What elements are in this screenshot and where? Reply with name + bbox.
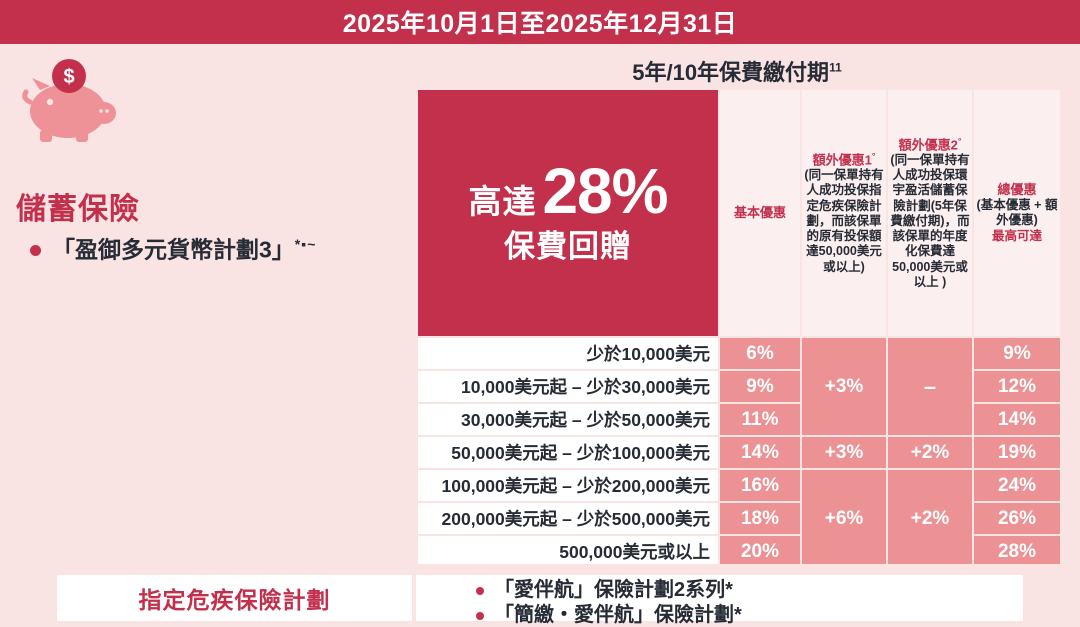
table-header-row: 高達 28% 保費回贈 基本優惠 額外優惠1° (同一保單持有人成功投保指定危疾… bbox=[418, 90, 1060, 336]
header-extra-discount-1-detail: (同一保單持有人成功投保指定危疾保險計劃，而該保單的原有投保額達50,000美元… bbox=[804, 168, 884, 274]
cell-extra-discount-1-group-1: +3% bbox=[802, 338, 886, 435]
header-total-discount-detail: (基本優惠 + 額外優惠) bbox=[976, 198, 1058, 228]
cell-total-discount: 19% bbox=[974, 437, 1060, 468]
cell-extra-discount-2-group-3: +2% bbox=[888, 470, 972, 567]
row-label: 10,000美元起 – 少於30,000美元 bbox=[418, 371, 718, 402]
cell-total-discount: 12% bbox=[974, 371, 1060, 402]
table-row: 10,000美元起 – 少於30,000美元 9% 12% bbox=[418, 371, 1060, 402]
promo-period-text: 2025年10月1日至2025年12月31日 bbox=[342, 10, 738, 38]
designated-plan-label: 指定危疾保險計劃 bbox=[138, 587, 331, 613]
row-label: 200,000美元起 – 少於500,000美元 bbox=[418, 503, 718, 534]
table-row: 少於10,000美元 6% +3% – 9% bbox=[418, 338, 1060, 435]
bullet-dot-icon bbox=[476, 587, 484, 595]
header-extra-discount-2: 額外優惠2° (同一保單持有人成功投保環宇盈活儲蓄保險計劃(5年保費繳付期)，而… bbox=[888, 90, 972, 336]
list-item-label: 「愛伴航」保險計劃2系列* bbox=[494, 579, 733, 601]
header-extra-1-sup: ° bbox=[871, 151, 876, 162]
cell-basic-discount: 20% bbox=[720, 536, 800, 567]
header-total-discount-max: 最高可達 bbox=[991, 228, 1042, 243]
product-name-wrap: 「盈御多元貨幣計劃3」*▪~ bbox=[52, 236, 316, 264]
header-extra-discount-2-detail: (同一保單持有人成功投保環宇盈活儲蓄保險計劃(5年保費繳付期)，而該保單的年度化… bbox=[890, 152, 970, 289]
row-label: 500,000美元或以上 bbox=[418, 536, 718, 567]
list-item: 「簡繳・愛伴航」保險計劃* bbox=[476, 604, 1023, 627]
cell-total-discount: 14% bbox=[974, 404, 1060, 435]
row-label: 少於10,000美元 bbox=[418, 338, 718, 369]
row-label: 50,000美元起 – 少於100,000美元 bbox=[418, 437, 718, 468]
list-item-label: 「簡繳・愛伴航」保險計劃* bbox=[494, 604, 742, 626]
cell-extra-discount-2-group-2: +2% bbox=[888, 437, 972, 468]
designated-plan-section: 指定危疾保險計劃 「愛伴航」保險計劃2系列* 「簡繳・愛伴航」保險計劃* bbox=[0, 564, 1080, 626]
product-bullet-item: 「盈御多元貨幣計劃3」*▪~ bbox=[30, 236, 410, 264]
promo-amount: 28% bbox=[542, 154, 668, 227]
list-item: 「愛伴航」保險計劃2系列* bbox=[476, 579, 1023, 602]
header-total-discount: 總優惠 (基本優惠 + 額外優惠) 最高可達 bbox=[974, 90, 1060, 336]
header-extra-2-name: 額外優惠2 bbox=[898, 137, 958, 153]
header-extra-discount-2-label: 額外優惠2° bbox=[890, 136, 970, 153]
bullet-dot-icon bbox=[476, 612, 484, 620]
cell-basic-discount: 9% bbox=[720, 371, 800, 402]
category-title: 儲蓄保險 bbox=[16, 193, 140, 226]
product-name: 「盈御多元貨幣計劃3」 bbox=[52, 236, 295, 263]
category-panel: $ 儲蓄保險 「盈御多元貨幣計劃3」*▪~ bbox=[0, 44, 416, 564]
cell-total-discount: 28% bbox=[974, 536, 1060, 567]
header-basic-discount: 基本優惠 bbox=[720, 90, 800, 336]
table-row: 30,000美元起 – 少於50,000美元 11% 14% bbox=[418, 404, 1060, 435]
rate-table-wrapper: 高達 28% 保費回贈 基本優惠 額外優惠1° (同一保單持有人成功投保指定危疾… bbox=[416, 88, 1060, 569]
designated-plan-label-box: 指定危疾保險計劃 bbox=[57, 575, 412, 621]
promo-suffix: 保費回贈 bbox=[504, 228, 632, 264]
row-label: 30,000美元起 – 少於50,000美元 bbox=[418, 404, 718, 435]
payment-term-label: 5年/10年保費繳付期 bbox=[632, 60, 830, 85]
cell-total-discount: 24% bbox=[974, 470, 1060, 501]
cell-total-discount: 9% bbox=[974, 338, 1060, 369]
header-basic-discount-label: 基本優惠 bbox=[733, 205, 786, 221]
cell-extra-discount-1-group-3: +6% bbox=[802, 470, 886, 567]
header-extra-discount-1: 額外優惠1° (同一保單持有人成功投保指定危疾保險計劃，而該保單的原有投保額達5… bbox=[802, 90, 886, 336]
header-extra-2-sup: ° bbox=[957, 135, 962, 146]
cell-extra-discount-2-group-1: – bbox=[888, 338, 972, 435]
header-total-discount-label: 總優惠 bbox=[997, 182, 1037, 198]
cell-basic-discount: 14% bbox=[720, 437, 800, 468]
period-banner: 2025年10月1日至2025年12月31日 bbox=[0, 0, 1080, 44]
table-row: 50,000美元起 – 少於100,000美元 14% +3% +2% 19% bbox=[418, 437, 1060, 468]
product-name-footnote-marks: *▪~ bbox=[294, 236, 317, 252]
table-row: 200,000美元起 – 少於500,000美元 18% 26% bbox=[418, 503, 1060, 534]
cell-extra-discount-1-group-2: +3% bbox=[802, 437, 886, 468]
designated-plan-list: 「愛伴航」保險計劃2系列* 「簡繳・愛伴航」保險計劃* bbox=[416, 575, 1023, 626]
promo-highlight-cell: 高達 28% 保費回贈 bbox=[418, 90, 718, 336]
payment-term-footnote: 11 bbox=[829, 60, 842, 75]
cell-basic-discount: 11% bbox=[720, 404, 800, 435]
table-row: 500,000美元或以上 20% 28% bbox=[418, 536, 1060, 567]
row-label: 100,000美元起 – 少於200,000美元 bbox=[418, 470, 718, 501]
rate-table: 高達 28% 保費回贈 基本優惠 額外優惠1° (同一保單持有人成功投保指定危疾… bbox=[416, 88, 1062, 569]
cell-total-discount: 26% bbox=[974, 503, 1060, 534]
table-row: 100,000美元起 – 少於200,000美元 16% +6% +2% 24% bbox=[418, 470, 1060, 567]
svg-text:$: $ bbox=[63, 66, 74, 88]
piggy-bank-icon: $ bbox=[16, 56, 122, 148]
header-extra-1-name: 額外優惠1 bbox=[812, 152, 872, 168]
payment-term-title: 5年/10年保費繳付期11 bbox=[416, 55, 1058, 87]
cell-basic-discount: 18% bbox=[720, 503, 800, 534]
cell-basic-discount: 6% bbox=[720, 338, 800, 369]
promo-prefix: 高達 bbox=[468, 182, 537, 220]
header-extra-discount-1-label: 額外優惠1° bbox=[804, 151, 884, 168]
bullet-dot-icon bbox=[30, 245, 41, 256]
cell-basic-discount: 16% bbox=[720, 470, 800, 501]
